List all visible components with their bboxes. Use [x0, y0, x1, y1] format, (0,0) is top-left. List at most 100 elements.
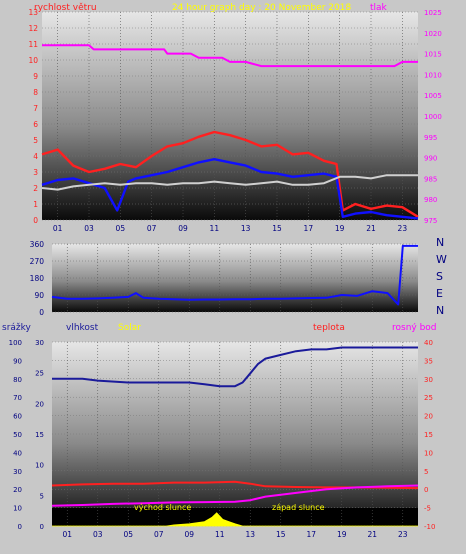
plot1-x-tick-label: 03	[84, 224, 94, 233]
plot3-series	[51, 346, 419, 527]
plot3-x-tick-label: 21	[367, 530, 377, 539]
humidity-tick-label: 20	[35, 400, 44, 408]
pressure-tick-label: 1015	[424, 51, 442, 59]
plot1-x-tick-label: 11	[210, 224, 220, 233]
wind-speed-tick-label: 13	[28, 8, 38, 17]
wind-speed-tick-label: 7	[33, 104, 38, 113]
wind-speed-tick-label: 11	[28, 40, 38, 49]
wind-speed-tick-label: 12	[28, 24, 38, 33]
direction-label: N	[436, 304, 444, 317]
rain-tick-label: 60	[13, 413, 22, 421]
temperature-tick-label: 25	[424, 394, 433, 402]
plot3-x-tick-label: 13	[245, 530, 255, 539]
plot1-right-ticks: 975 980 985 990 995 1000 1005 1010 1015 1020 1025	[424, 9, 442, 225]
wind-direction-tick-label: 180	[30, 274, 45, 283]
solar-strip	[52, 508, 418, 526]
temperature-tick-label: 40	[424, 339, 433, 347]
direction-label: S	[436, 270, 443, 283]
plot3-x-tick-label: 23	[398, 530, 408, 539]
wind-direction-tick-label: 360	[30, 240, 45, 249]
temperature-tick-label: -10	[424, 523, 435, 531]
plot3-x-ticks: 01 03 05 07 09 11 13 15 17 19 21 23	[62, 530, 407, 539]
plot1-series-line-3	[41, 174, 418, 191]
humidity-tick-label: 0	[40, 523, 44, 531]
humidity-ticks: 0 5 10 15 20 25 30	[35, 339, 44, 531]
temperature-tick-label: 35	[424, 357, 433, 365]
wind-speed-tick-label: 4	[33, 152, 38, 161]
plot1-background	[42, 12, 418, 220]
wind-speed-label: rychlost větru	[34, 3, 97, 13]
pressure-tick-label: 1025	[424, 9, 442, 17]
humidity-tick-label: 15	[35, 431, 44, 439]
plot1-x-tick-label: 01	[53, 224, 63, 233]
direction-label: W	[436, 253, 447, 266]
plot3-x-tick-label: 01	[62, 530, 72, 539]
plot1-x-tick-label: 17	[304, 224, 314, 233]
plot1-x-tick-label: 21	[366, 224, 376, 233]
rain-tick-label: 10	[13, 505, 22, 513]
wind-direction-line	[51, 244, 418, 306]
wind-speed-tick-label: 10	[28, 56, 38, 65]
rain-tick-label: 40	[13, 449, 22, 457]
plot3-x-tick-label: 05	[123, 530, 133, 539]
pressure-tick-label: 995	[424, 134, 437, 142]
plot3-x-tick-label: 17	[306, 530, 316, 539]
pressure-tick-label: 1005	[424, 92, 442, 100]
plot2-series	[51, 244, 418, 306]
plot1-x-ticks: 01 03 05 07 09 11 13 15 17 19 21 23	[53, 224, 407, 233]
humidity-tick-label: 5	[40, 492, 44, 500]
wind-speed-tick-label: 9	[33, 72, 38, 81]
direction-label: N	[436, 236, 444, 249]
solar-area	[52, 512, 418, 527]
plot2-left-ticks: 0 90 180 270 360	[30, 240, 45, 317]
rain-tick-label: 30	[13, 468, 22, 476]
plot2-gridlines	[52, 243, 418, 313]
plot3-series-line-0	[52, 346, 418, 388]
wind-speed-tick-label: 3	[33, 168, 38, 177]
pressure-tick-label: 985	[424, 175, 437, 183]
rain-tick-label: 50	[13, 431, 22, 439]
humidity-tick-label: 25	[35, 370, 44, 378]
plot1-series-line-0	[42, 44, 418, 68]
rain-tick-label: 80	[13, 376, 22, 384]
wind-direction-tick-label: 90	[34, 291, 44, 300]
plot1-series	[41, 44, 419, 220]
plot3-x-tick-label: 07	[154, 530, 164, 539]
humidity-tick-label: 30	[35, 339, 44, 347]
pressure-tick-label: 975	[424, 217, 437, 225]
plot1-x-tick-label: 13	[241, 224, 251, 233]
wind-speed-tick-label: 8	[33, 88, 38, 97]
rain-tick-label: 100	[9, 339, 22, 347]
rain-tick-label: 20	[13, 486, 22, 494]
plot1-x-tick-label: 05	[116, 224, 126, 233]
pressure-tick-label: 980	[424, 196, 437, 204]
pressure-tick-label: 1010	[424, 71, 442, 79]
plot3-x-tick-label: 11	[215, 530, 225, 539]
temperature-tick-label: 20	[424, 413, 433, 421]
humidity-label: vlhkost	[66, 323, 99, 333]
temperature-tick-label: 10	[424, 449, 433, 457]
wind-speed-tick-label: 2	[33, 184, 38, 193]
wind-speed-tick-label: 0	[33, 216, 38, 225]
rain-tick-label: 90	[13, 357, 22, 365]
wind-direction-tick-label: 0	[39, 308, 44, 317]
plot1-series-line-1	[41, 130, 419, 218]
plot1-x-tick-label: 23	[398, 224, 408, 233]
temperature-tick-label: 15	[424, 431, 433, 439]
humidity-tick-label: 10	[35, 462, 44, 470]
plot3-x-tick-label: 09	[184, 530, 194, 539]
wind-speed-tick-label: 6	[33, 120, 38, 129]
wind-speed-tick-label: 1	[33, 200, 38, 209]
plot3-x-tick-label: 19	[337, 530, 347, 539]
pressure-label: tlak	[370, 3, 388, 13]
plot3-series-line-2	[51, 484, 419, 507]
temperature-label: teplota	[313, 323, 345, 333]
rain-label: srážky	[2, 323, 32, 333]
rain-ticks: 0 10 20 30 40 50 60 70 80 90 100	[9, 339, 22, 531]
plot1-x-tick-label: 19	[335, 224, 345, 233]
temperature-tick-label: 30	[424, 376, 433, 384]
direction-label: E	[436, 287, 443, 300]
pressure-tick-label: 1020	[424, 30, 442, 38]
